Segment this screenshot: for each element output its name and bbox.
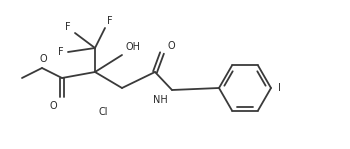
Text: O: O xyxy=(49,101,57,111)
Text: F: F xyxy=(107,16,113,26)
Text: O: O xyxy=(168,41,176,51)
Text: O: O xyxy=(39,54,47,64)
Text: Cl: Cl xyxy=(98,107,108,117)
Text: F: F xyxy=(58,47,64,57)
Text: OH: OH xyxy=(125,42,140,52)
Text: I: I xyxy=(278,83,281,93)
Text: NH: NH xyxy=(153,95,168,105)
Text: F: F xyxy=(65,22,71,32)
